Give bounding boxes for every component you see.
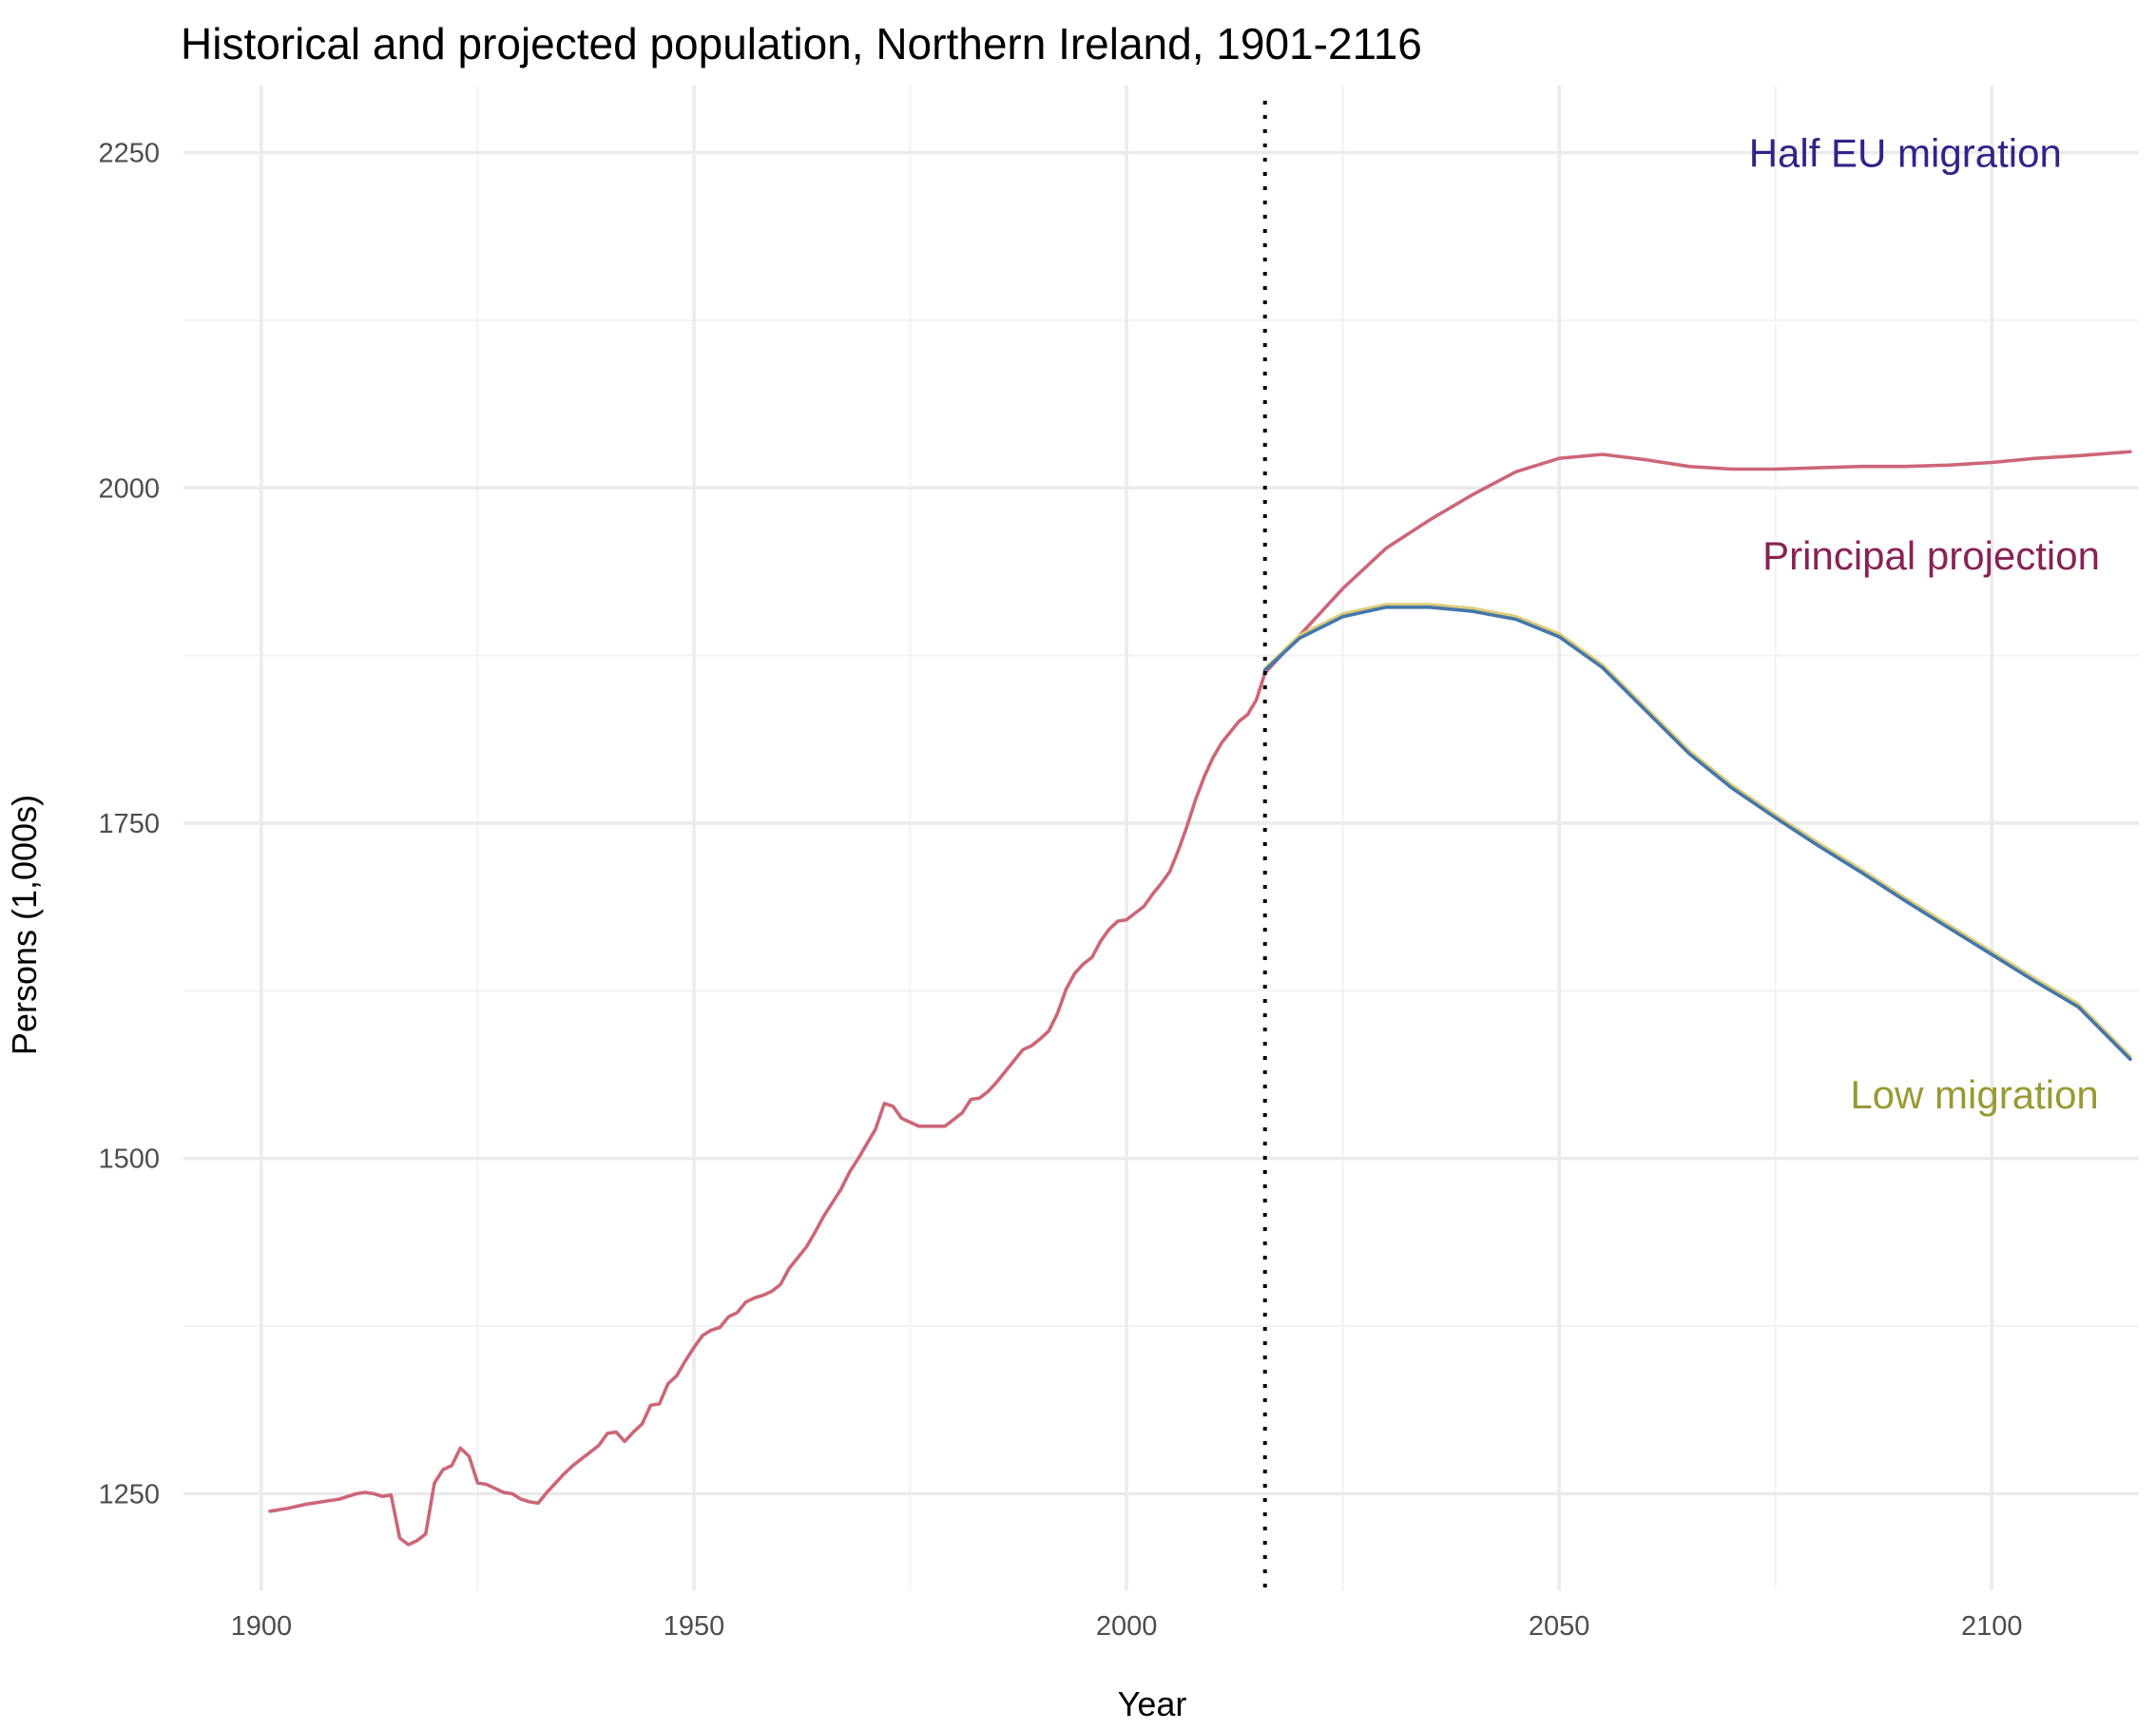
y-tick-label: 2250 [98,139,160,169]
minor-gridlines [183,86,2139,1590]
x-tick-label: 2050 [1529,1611,1590,1642]
series-lines [268,450,2132,1547]
series-line-low [1262,603,2132,1059]
y-tick-label: 2000 [98,473,160,504]
series-annotation: Principal projection [1762,533,2100,578]
x-tick-label: 2100 [1961,1611,2023,1642]
y-axis-title: Persons (1,000s) [5,795,44,1055]
x-tick-label: 2000 [1096,1611,1158,1642]
y-tick-label: 1750 [98,809,160,839]
x-tick-label: 1900 [231,1611,293,1642]
x-tick-label: 1950 [664,1611,725,1642]
series-annotation: Half EU migration [1749,131,2062,176]
y-tick-label: 1500 [98,1144,160,1175]
series-annotation: Low migration [1850,1072,2098,1117]
series-line-half_eu [1262,606,2132,1062]
y-tick-label: 1250 [98,1479,160,1510]
chart-title: Historical and projected population, Nor… [181,19,1422,68]
x-tick-labels: 1900 1950 2000 2050 2100 [231,1611,2023,1642]
series-annotations: Half EU migration Principal projection Low… [1749,131,2100,1117]
y-tick-labels: 1250 1500 1750 2000 2250 [98,139,160,1510]
series-line-principal [1262,450,2132,675]
x-axis-title: Year [1118,1684,1187,1723]
series-line-historical [268,671,1267,1547]
